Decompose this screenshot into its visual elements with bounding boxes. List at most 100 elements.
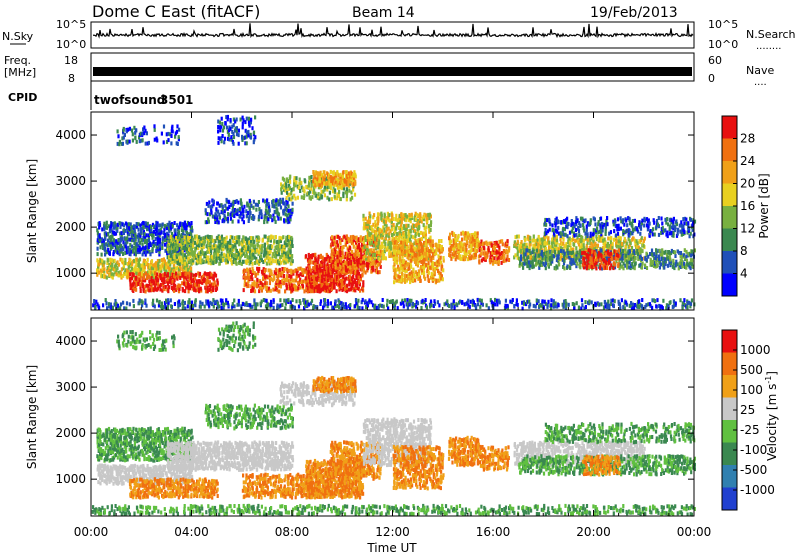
- range-cell: [368, 211, 371, 216]
- range-cell: [269, 248, 272, 253]
- range-cell: [147, 270, 150, 275]
- range-cell: [374, 230, 377, 234]
- range-cell: [218, 212, 221, 217]
- range-cell: [182, 277, 186, 282]
- range-cell: [334, 253, 337, 258]
- range-cell: [487, 248, 490, 253]
- range-cell: [181, 267, 184, 272]
- range-cell: [414, 229, 417, 234]
- range-cell: [290, 270, 293, 275]
- range-cell: [168, 285, 171, 290]
- range-cell: [262, 260, 265, 264]
- range-cell: [218, 238, 221, 243]
- range-cell: [323, 173, 326, 178]
- range-cell: [465, 247, 468, 252]
- range-cell: [291, 207, 294, 212]
- range-cell: [162, 263, 165, 268]
- range-cell: [308, 178, 312, 183]
- cpid-panel: CPID twofsound 3501: [8, 81, 193, 110]
- range-cell: [178, 225, 181, 230]
- range-cell: [532, 234, 535, 239]
- range-cell: [455, 254, 458, 259]
- range-cell: [357, 278, 360, 283]
- range-cell: [98, 225, 101, 230]
- range-cell: [208, 280, 211, 285]
- range-cell: [111, 258, 114, 263]
- range-cell: [256, 277, 259, 282]
- range-cell: [219, 203, 222, 208]
- range-cell: [316, 177, 319, 182]
- range-cell: [402, 265, 405, 270]
- range-cell: [375, 223, 378, 228]
- range-cell: [184, 226, 187, 231]
- range-cell: [597, 237, 600, 242]
- range-cell: [420, 260, 423, 264]
- range-cell: [405, 240, 409, 245]
- range-cell: [252, 236, 255, 241]
- range-cell: [208, 247, 211, 252]
- range-cell: [416, 263, 419, 268]
- range-cell: [135, 283, 138, 287]
- range-cell: [514, 253, 517, 258]
- range-cell: [245, 209, 248, 214]
- range-cell: [382, 231, 385, 236]
- range-cell: [338, 251, 341, 256]
- range-cell: [231, 213, 234, 218]
- range-cell: [161, 239, 164, 244]
- range-cell: [548, 240, 551, 245]
- range-cell: [612, 252, 615, 257]
- range-cell: [343, 263, 346, 267]
- range-cell: [408, 271, 411, 276]
- range-cell: [243, 269, 247, 273]
- range-cell: [348, 246, 352, 250]
- range-cell: [312, 181, 315, 186]
- range-cell: [463, 242, 466, 247]
- range-cell: [615, 241, 618, 246]
- range-cell: [228, 256, 231, 261]
- range-cell: [404, 260, 407, 265]
- range-cell: [176, 239, 179, 244]
- range-cell: [250, 203, 253, 208]
- range-cell: [120, 233, 123, 238]
- range-cell: [642, 238, 645, 243]
- range-cell: [560, 242, 564, 247]
- range-cell: [351, 280, 355, 285]
- range-cell: [501, 239, 504, 244]
- range-cell: [407, 249, 410, 254]
- range-cell: [177, 237, 180, 242]
- range-cell: [111, 275, 114, 280]
- range-cell: [183, 235, 187, 240]
- range-cell: [148, 249, 151, 254]
- range-cell: [369, 214, 372, 219]
- range-cell: [236, 254, 239, 259]
- range-cell: [424, 242, 427, 247]
- range-cell: [330, 181, 333, 186]
- range-cell: [240, 202, 243, 206]
- range-cell: [201, 248, 204, 253]
- range-cell: [416, 227, 419, 232]
- range-cell: [618, 252, 621, 257]
- range-cell: [569, 254, 572, 259]
- range-cell: [230, 244, 233, 248]
- range-cell: [183, 261, 186, 266]
- range-cell: [369, 257, 372, 262]
- range-cell: [287, 204, 290, 209]
- range-cell: [540, 244, 543, 249]
- range-cell: [332, 279, 336, 284]
- range-cell: [157, 230, 160, 235]
- range-cell: [179, 276, 182, 280]
- range-cell: [276, 273, 279, 278]
- range-cell: [171, 244, 174, 249]
- range-cell: [345, 234, 348, 239]
- range-cell: [281, 249, 284, 253]
- range-cell: [513, 255, 516, 260]
- range-cell: [496, 260, 499, 265]
- range-cell: [204, 251, 207, 256]
- range-cell: [234, 259, 237, 264]
- range-cell: [406, 276, 409, 281]
- range-cell: [191, 228, 194, 233]
- range-cell: [454, 243, 458, 248]
- range-cell: [182, 222, 185, 227]
- range-cell: [335, 289, 338, 294]
- range-cell: [174, 248, 177, 253]
